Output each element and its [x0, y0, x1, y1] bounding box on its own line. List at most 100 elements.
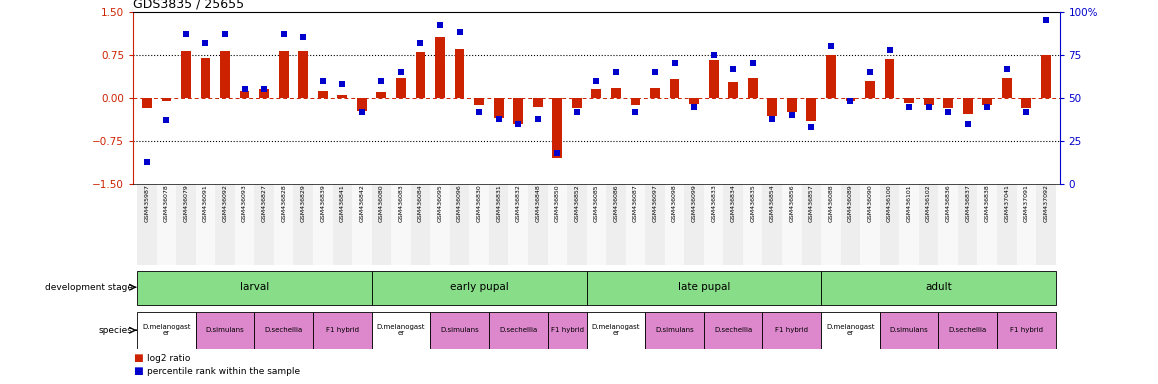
Text: GSM436850: GSM436850	[555, 184, 559, 222]
Text: GSM436084: GSM436084	[418, 184, 423, 222]
Text: species: species	[98, 326, 133, 335]
Text: D.sechellia: D.sechellia	[499, 327, 537, 333]
Text: GSM435987: GSM435987	[145, 184, 149, 222]
Bar	[196, 312, 255, 349]
Bar	[493, 98, 504, 118]
Bar	[669, 79, 680, 98]
Bar	[455, 49, 464, 98]
Text: D.sechellia: D.sechellia	[948, 327, 987, 333]
Bar	[845, 98, 856, 101]
Text: D.simulans: D.simulans	[655, 327, 694, 333]
Text: D.simulans: D.simulans	[206, 327, 244, 333]
Text: GSM436830: GSM436830	[477, 184, 482, 222]
Bar	[650, 88, 660, 98]
Text: GSM437092: GSM437092	[1043, 184, 1048, 222]
Text: D.sechellia: D.sechellia	[264, 327, 302, 333]
Bar	[645, 312, 704, 349]
Bar	[548, 184, 567, 265]
Bar	[924, 98, 933, 105]
Bar	[806, 98, 816, 121]
Bar	[801, 184, 821, 265]
Text: F1 hybrid: F1 hybrid	[325, 327, 359, 333]
Bar	[337, 95, 347, 98]
Text: D.melanogast
er: D.melanogast er	[376, 324, 425, 336]
Text: GSM436839: GSM436839	[321, 184, 325, 222]
Bar	[880, 184, 900, 265]
Text: GSM436101: GSM436101	[907, 184, 911, 222]
Bar	[176, 184, 196, 265]
Bar	[709, 60, 718, 98]
Text: GSM436098: GSM436098	[672, 184, 677, 222]
Bar	[768, 98, 777, 116]
Bar	[475, 98, 484, 105]
Bar	[293, 184, 313, 265]
Text: GSM437041: GSM437041	[1004, 184, 1010, 222]
Bar	[313, 184, 332, 265]
Bar	[279, 51, 288, 98]
Bar	[611, 88, 621, 98]
Text: F1 hybrid: F1 hybrid	[1010, 327, 1043, 333]
Bar	[181, 51, 191, 98]
Text: GSM436088: GSM436088	[828, 184, 834, 222]
Text: GSM436854: GSM436854	[770, 184, 775, 222]
Text: GSM436099: GSM436099	[691, 184, 697, 222]
Bar	[728, 82, 738, 98]
Bar	[259, 89, 269, 98]
Text: D.melanogast
er: D.melanogast er	[592, 324, 640, 336]
Bar	[1021, 98, 1032, 108]
Bar	[137, 184, 156, 265]
Bar	[215, 184, 235, 265]
Bar	[762, 184, 782, 265]
Text: GSM436834: GSM436834	[731, 184, 735, 222]
Bar	[1017, 184, 1036, 265]
Bar	[567, 184, 587, 265]
Bar	[587, 271, 821, 305]
Bar	[137, 312, 196, 349]
Text: D.simulans: D.simulans	[889, 327, 929, 333]
Bar	[958, 184, 977, 265]
Bar	[631, 98, 640, 105]
Bar	[372, 271, 587, 305]
Bar	[592, 89, 601, 98]
Bar	[900, 184, 918, 265]
Bar	[142, 98, 152, 108]
Text: GSM436838: GSM436838	[984, 184, 990, 222]
Text: GSM436837: GSM436837	[966, 184, 970, 222]
Bar	[821, 271, 1056, 305]
Text: log2 ratio: log2 ratio	[147, 354, 190, 363]
Bar	[587, 184, 606, 265]
Bar	[332, 184, 352, 265]
Text: GSM436832: GSM436832	[515, 184, 521, 222]
Text: GSM436841: GSM436841	[339, 184, 345, 222]
Bar	[240, 91, 249, 98]
Text: GSM436842: GSM436842	[359, 184, 365, 222]
Text: GSM436090: GSM436090	[867, 184, 872, 222]
Bar	[704, 312, 762, 349]
Text: GSM436100: GSM436100	[887, 184, 892, 222]
Bar	[782, 184, 801, 265]
Text: GSM436856: GSM436856	[790, 184, 794, 222]
Text: GSM436102: GSM436102	[926, 184, 931, 222]
Bar	[489, 312, 548, 349]
Bar	[435, 37, 445, 98]
Bar	[533, 98, 543, 106]
Bar	[372, 184, 391, 265]
Bar	[938, 184, 958, 265]
Bar	[552, 98, 562, 158]
Text: D.melanogast
er: D.melanogast er	[826, 324, 874, 336]
Bar	[313, 312, 372, 349]
Bar	[220, 51, 230, 98]
Bar	[235, 184, 255, 265]
Bar	[606, 184, 625, 265]
Bar	[865, 81, 875, 98]
Bar	[513, 98, 523, 124]
Bar	[689, 98, 699, 104]
Text: GSM436095: GSM436095	[438, 184, 442, 222]
Text: GSM436831: GSM436831	[496, 184, 501, 222]
Text: ■: ■	[133, 353, 142, 363]
Bar	[274, 184, 293, 265]
Bar	[396, 78, 405, 98]
Bar	[317, 91, 328, 98]
Bar	[826, 55, 836, 98]
Bar	[411, 184, 431, 265]
